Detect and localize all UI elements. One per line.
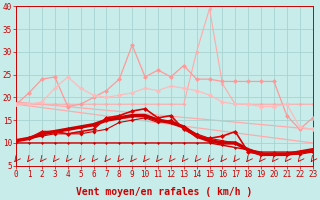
- X-axis label: Vent moyen/en rafales ( km/h ): Vent moyen/en rafales ( km/h ): [76, 187, 252, 197]
